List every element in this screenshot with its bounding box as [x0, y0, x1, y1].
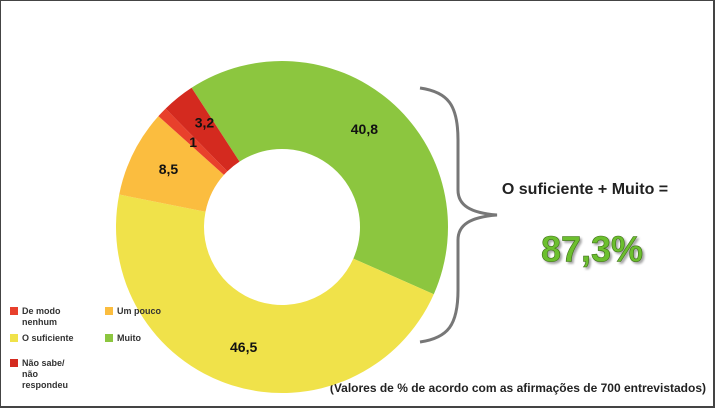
legend-label: O suficiente [22, 333, 74, 343]
slice [158, 108, 228, 175]
legend-label: De modo nenhum [22, 306, 61, 327]
footnote: (Valores de % de acordo com as afirmaçõe… [330, 381, 706, 395]
legend-label: Não sabe/ não respondeu [22, 358, 69, 390]
legend-swatch [10, 307, 18, 315]
legend-item: De modo nenhum [10, 306, 90, 328]
slice [191, 61, 449, 295]
value-label: 46,5 [230, 339, 257, 355]
legend-item: Muito [105, 333, 185, 344]
value-label: 3,2 [195, 115, 215, 131]
slice [116, 194, 434, 393]
legend-item: O suficiente [10, 333, 90, 344]
annotation-value: 87,3% [541, 229, 643, 270]
brace [419, 86, 498, 344]
slice [165, 87, 240, 172]
legend-swatch [10, 334, 18, 342]
value-label: 40,8 [351, 121, 378, 137]
legend-label: Muito [117, 333, 141, 343]
value-label: 8,5 [159, 161, 179, 177]
legend-item: Não sabe/ não respondeu [10, 358, 90, 391]
legend-swatch [105, 307, 113, 315]
value-label: 1 [189, 134, 197, 150]
annotation: O suficiente + Muito = [502, 181, 668, 198]
legend-label: Um pouco [117, 306, 161, 316]
legend-swatch [10, 359, 18, 367]
slice [119, 116, 224, 212]
legend-swatch [105, 334, 113, 342]
legend-item: Um pouco [105, 306, 185, 317]
